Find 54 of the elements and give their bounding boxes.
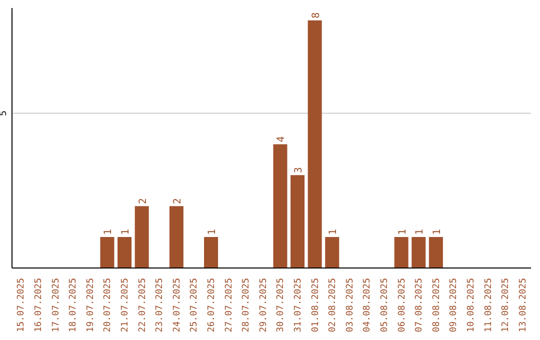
- x-tick-label: 13.08.2025: [518, 278, 528, 332]
- x-tick-label: 26.07.2025: [206, 278, 217, 332]
- x-tick-label: 30.07.2025: [276, 278, 286, 332]
- x-tick-label: 05.08.2025: [380, 278, 390, 332]
- bar: [100, 237, 114, 268]
- x-tick-label: 20.07.2025: [103, 278, 114, 332]
- x-tick-label: 19.07.2025: [86, 278, 96, 332]
- data-label: 2: [172, 198, 184, 204]
- x-tick-label: 01.08.2025: [310, 278, 321, 332]
- x-tick-label: 11.08.2025: [484, 278, 494, 332]
- bar: [394, 237, 408, 268]
- data-label: 8: [310, 12, 322, 18]
- data-label: 1: [397, 229, 408, 236]
- data-label: 3: [294, 167, 305, 174]
- x-tick-label: 10.08.2025: [466, 278, 476, 332]
- x-tick-label: 12.08.2025: [501, 278, 512, 332]
- x-tick-label: 27.07.2025: [224, 278, 234, 332]
- x-tick-label: 18.07.2025: [68, 278, 79, 332]
- x-tick-label: 22.07.2025: [138, 278, 148, 332]
- x-tick-label: 31.07.2025: [293, 278, 304, 332]
- data-label: 1: [414, 229, 426, 236]
- x-tick-label: 06.08.2025: [397, 278, 408, 332]
- bar: [308, 20, 322, 268]
- data-label: 1: [207, 229, 218, 236]
- x-tick-label: 29.07.2025: [258, 278, 269, 332]
- data-label: 1: [328, 229, 340, 236]
- x-tick-label: 03.08.2025: [345, 278, 356, 332]
- data-label: 1: [432, 229, 443, 236]
- x-tick-label: 08.08.2025: [432, 278, 442, 332]
- x-tick-label: 23.07.2025: [155, 278, 166, 332]
- data-label: 1: [103, 229, 114, 236]
- bar: [169, 206, 184, 268]
- x-tick-label: 17.07.2025: [51, 278, 62, 332]
- bar: [118, 237, 132, 268]
- x-tick-label: 25.07.2025: [190, 278, 200, 332]
- data-label: 4: [276, 136, 288, 142]
- bar: [204, 237, 218, 268]
- data-label: 2: [138, 198, 149, 204]
- data-label: 1: [120, 229, 132, 236]
- x-tick-label: 09.08.2025: [449, 278, 460, 332]
- x-tick-label: 04.08.2025: [362, 278, 373, 332]
- bar: [290, 175, 305, 268]
- bar: [134, 206, 149, 268]
- bar: [428, 237, 443, 268]
- bar: [412, 237, 426, 268]
- x-tick-label: 28.07.2025: [242, 278, 252, 332]
- bar: [273, 144, 288, 268]
- x-tick-label: 02.08.2025: [328, 278, 338, 332]
- x-tick-label: 24.07.2025: [172, 278, 182, 332]
- x-tick-label: 21.07.2025: [120, 278, 130, 332]
- bar: [325, 237, 340, 268]
- x-tick-label: 16.07.2025: [34, 278, 44, 332]
- x-tick-label: 15.07.2025: [16, 278, 27, 332]
- x-tick-label: 07.08.2025: [414, 278, 425, 332]
